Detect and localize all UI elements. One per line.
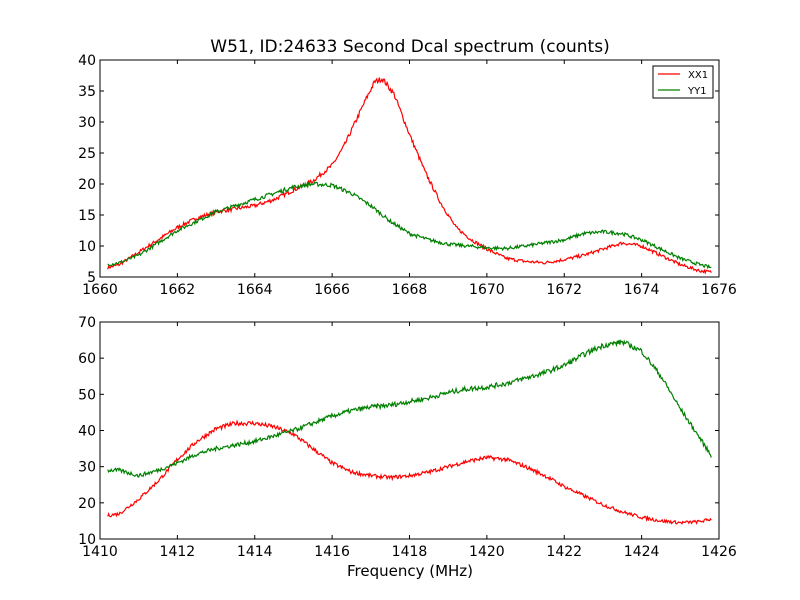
series-line-xx1 [107, 77, 712, 275]
x-tick-label: 1664 [237, 282, 273, 298]
series-line-yy1 [107, 181, 712, 270]
top-chart: W51, ID:24633 Second Dcal spectrum (coun… [78, 37, 737, 298]
y-tick-label: 25 [78, 146, 96, 162]
x-tick-label: 1676 [701, 282, 737, 298]
top-chart-legend: XX1 YY1 [652, 65, 714, 99]
y-tick-label: 50 [78, 387, 96, 403]
x-tick-label: 1424 [624, 544, 660, 560]
x-tick-label: 1412 [160, 544, 196, 560]
top-chart-ticks: 1660 1662 1664 1666 1668 1670 1672 1674 1676 5 10 1… [78, 53, 737, 298]
x-tick-label: 1674 [624, 282, 660, 298]
y-tick-label: 60 [78, 351, 96, 367]
y-tick-label: 10 [78, 532, 96, 548]
legend-label-yy1: YY1 [687, 86, 707, 97]
y-tick-label: 5 [87, 270, 96, 286]
bottom-chart-series [107, 339, 712, 525]
x-tick-label: 1414 [237, 544, 273, 560]
bottom-chart-xlabel: Frequency (MHz) [347, 562, 473, 580]
series-line-red [107, 419, 712, 525]
x-tick-label: 1410 [82, 544, 118, 560]
bottom-chart-ticks: 1410 1412 1414 1416 1418 1420 1422 1424 1426 10 20… [78, 315, 737, 560]
y-tick-label: 40 [78, 424, 96, 440]
x-tick-label: 1662 [160, 282, 196, 298]
x-tick-label: 1420 [469, 544, 505, 560]
x-tick-label: 1668 [392, 282, 428, 298]
x-tick-label: 1666 [314, 282, 350, 298]
y-tick-label: 30 [78, 115, 96, 131]
y-tick-label: 40 [78, 53, 96, 69]
y-tick-label: 10 [78, 239, 96, 255]
x-tick-label: 1416 [314, 544, 350, 560]
x-tick-label: 1660 [82, 282, 118, 298]
bottom-chart: 1410 1412 1414 1416 1418 1420 1422 1424 1426 10 20… [78, 315, 737, 580]
y-tick-label: 30 [78, 460, 96, 476]
y-tick-label: 20 [78, 496, 96, 512]
y-tick-label: 20 [78, 177, 96, 193]
x-tick-label: 1670 [469, 282, 505, 298]
top-chart-series [107, 77, 712, 275]
x-tick-label: 1426 [701, 544, 737, 560]
y-tick-label: 15 [78, 208, 96, 224]
top-chart-title: W51, ID:24633 Second Dcal spectrum (coun… [210, 37, 609, 57]
y-tick-label: 70 [78, 315, 96, 331]
legend-label-xx1: XX1 [688, 70, 708, 81]
series-line-green [107, 339, 712, 478]
legend-box [652, 65, 714, 99]
x-tick-label: 1418 [392, 544, 428, 560]
x-tick-label: 1422 [546, 544, 582, 560]
y-tick-label: 35 [78, 84, 96, 100]
x-tick-label: 1672 [546, 282, 582, 298]
